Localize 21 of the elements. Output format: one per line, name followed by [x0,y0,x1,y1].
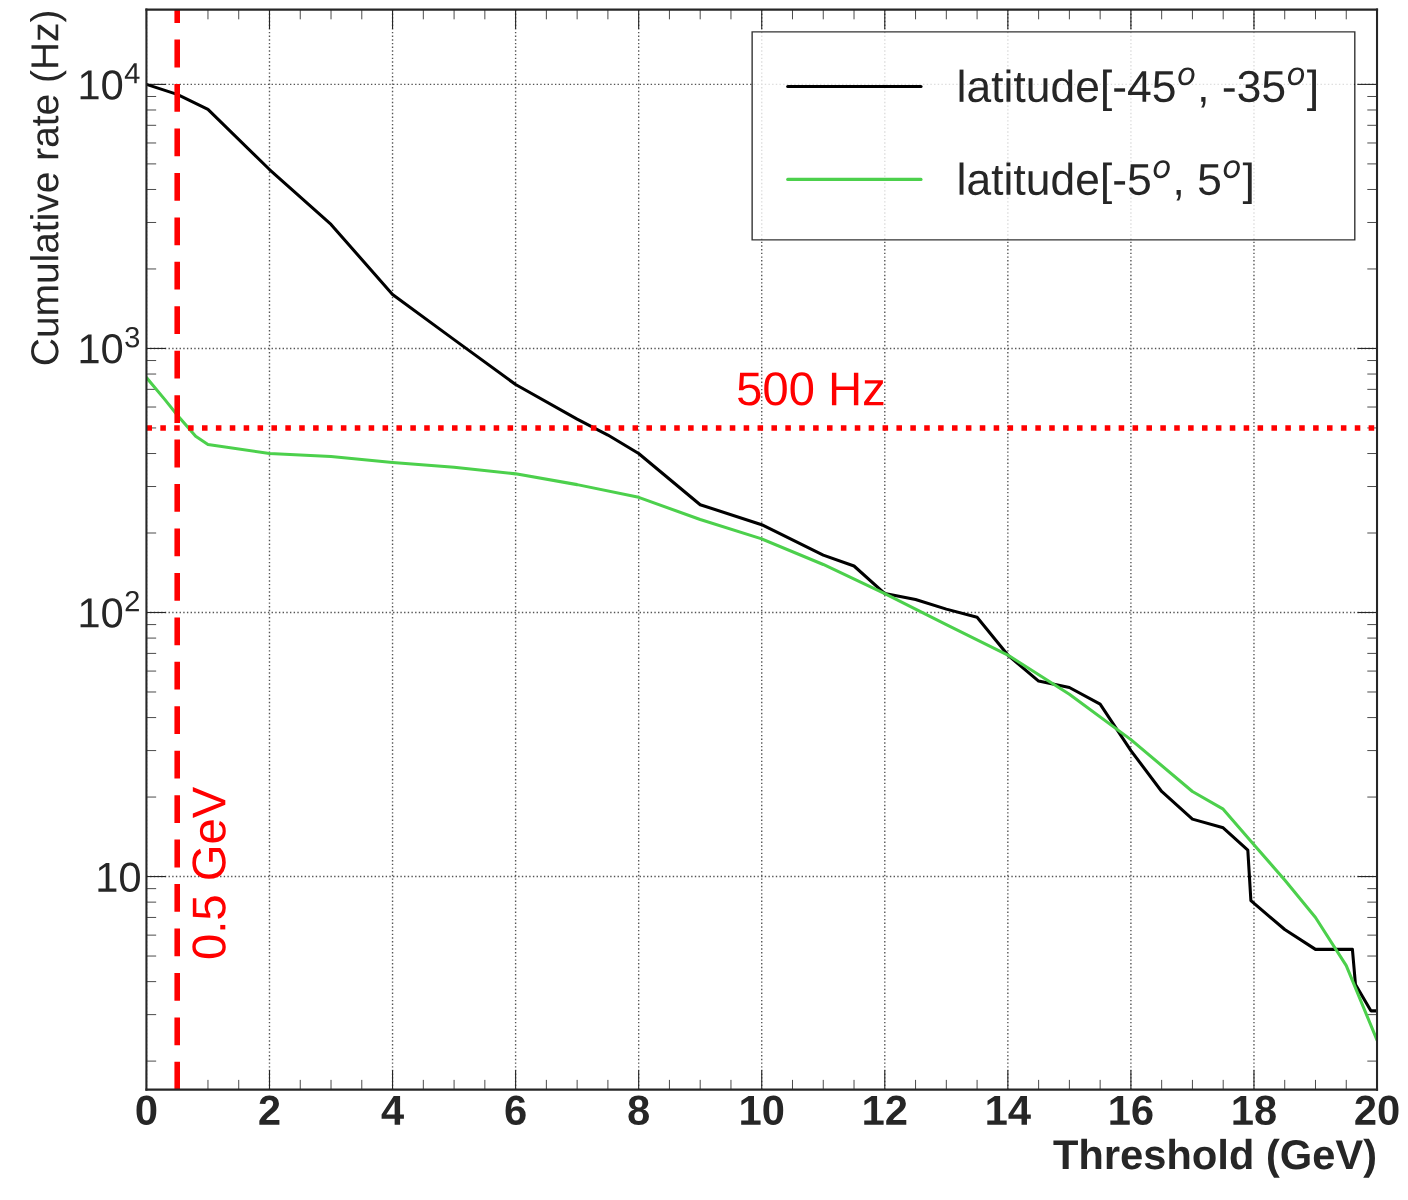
x-tick-label: 14 [987,1095,1031,1125]
legend-label: latitude[-5$^{o}$, 5$^{o}$] [959,160,1252,204]
y-tick-label: 10$^{3}$ [80,326,140,364]
ref-line-label: 0.5 GeV [192,786,226,959]
x-tick-label: 18 [1233,1095,1276,1126]
ref-line-label: 500 Hz [738,372,884,406]
x-axis-title: Threshold (GeV) [1053,1138,1375,1178]
x-tick-label: 2 [259,1095,280,1125]
x-tick-label: 0 [136,1095,157,1126]
y-tick-label: 10$^{2}$ [80,590,139,628]
legend-label: latitude[-45$^{o}$, -35$^{o}$] [959,67,1316,112]
x-tick-label: 20 [1355,1095,1399,1126]
y-tick-label: 10 [98,862,140,893]
x-tick-label: 16 [1110,1095,1153,1126]
x-tick-label: 12 [864,1095,907,1125]
y-tick-label: 10$^{4}$ [80,63,140,100]
y-axis-title: Cumulative rate (Hz) [30,11,67,365]
x-tick-label: 6 [505,1095,526,1126]
x-tick-label: 4 [381,1095,404,1125]
x-tick-label: 8 [628,1095,649,1126]
x-tick-label: 10 [741,1095,784,1126]
